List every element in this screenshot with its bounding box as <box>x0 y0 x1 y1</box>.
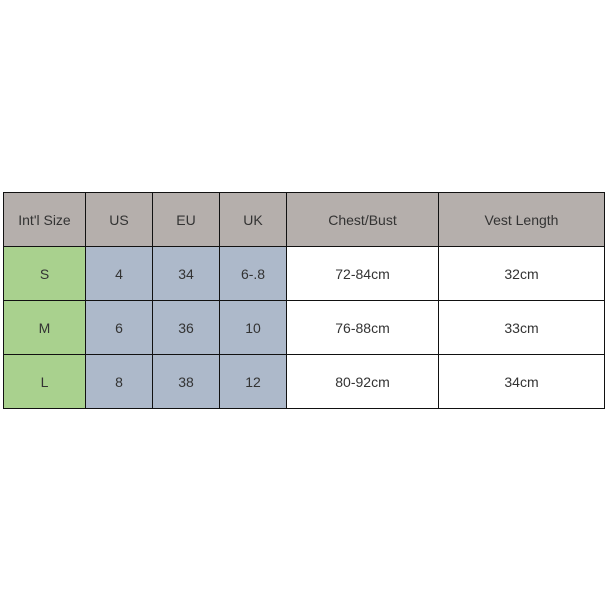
cell-chest: 80-92cm <box>286 354 439 409</box>
cell-us: 6 <box>85 300 153 355</box>
cell-size: L <box>3 354 86 409</box>
cell-eu: 36 <box>152 300 220 355</box>
cell-us: 8 <box>85 354 153 409</box>
cell-length: 34cm <box>438 354 605 409</box>
header-vest-length: Vest Length <box>438 192 605 247</box>
header-row: Int'l Size US EU UK Chest/Bust Vest Leng… <box>3 192 605 247</box>
size-chart-table: Int'l Size US EU UK Chest/Bust Vest Leng… <box>3 192 605 409</box>
header-intl-size: Int'l Size <box>3 192 86 247</box>
header-chest-bust: Chest/Bust <box>286 192 439 247</box>
cell-chest: 76-88cm <box>286 300 439 355</box>
table-row: L 8 38 12 80-92cm 34cm <box>3 354 605 409</box>
cell-length: 33cm <box>438 300 605 355</box>
table-row: M 6 36 10 76-88cm 33cm <box>3 300 605 355</box>
cell-eu: 38 <box>152 354 220 409</box>
cell-eu: 34 <box>152 246 220 301</box>
cell-size: S <box>3 246 86 301</box>
cell-chest: 72-84cm <box>286 246 439 301</box>
header-uk: UK <box>219 192 287 247</box>
cell-uk: 6-.8 <box>219 246 287 301</box>
cell-length: 32cm <box>438 246 605 301</box>
header-us: US <box>85 192 153 247</box>
cell-uk: 10 <box>219 300 287 355</box>
table-row: S 4 34 6-.8 72-84cm 32cm <box>3 246 605 301</box>
cell-uk: 12 <box>219 354 287 409</box>
cell-us: 4 <box>85 246 153 301</box>
header-eu: EU <box>152 192 220 247</box>
cell-size: M <box>3 300 86 355</box>
